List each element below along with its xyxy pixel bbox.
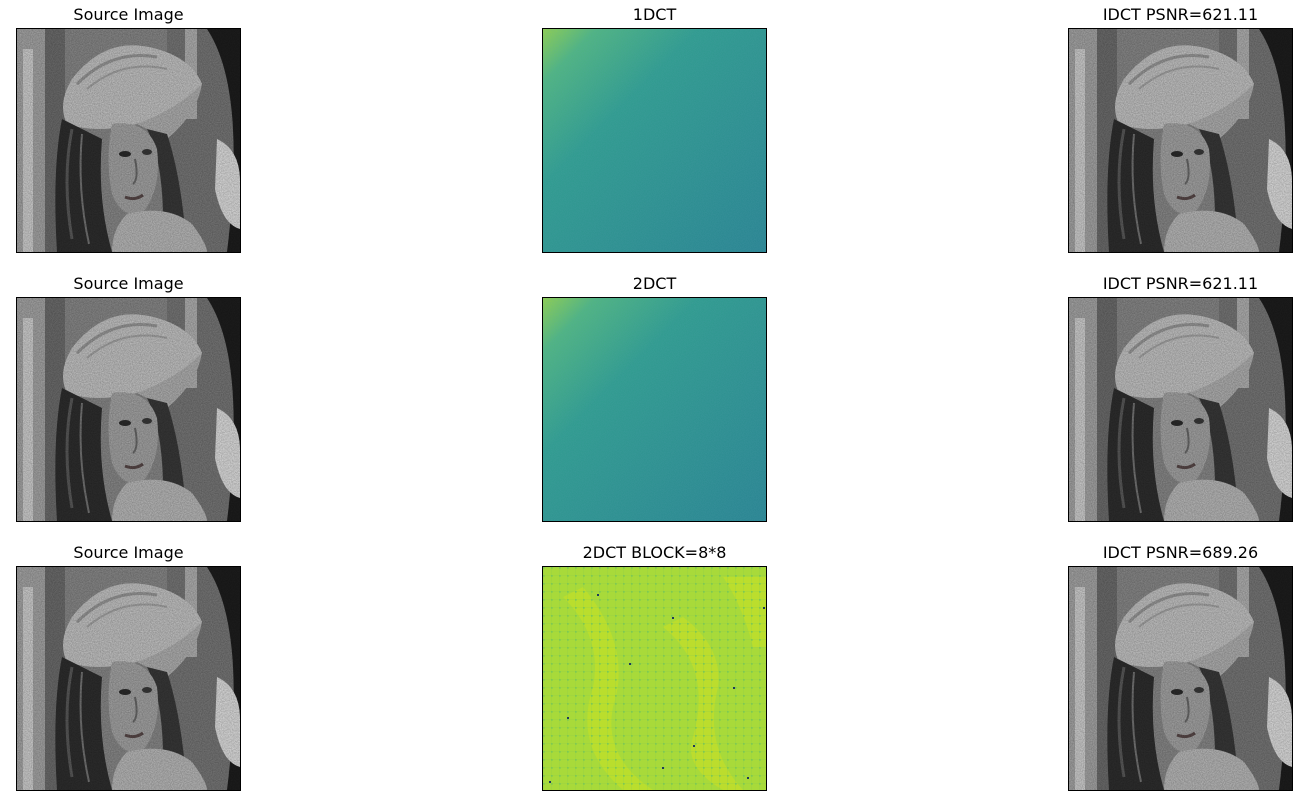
idct-title-1: IDCT PSNR=621.11	[1102, 5, 1259, 24]
source-image-3	[16, 566, 241, 791]
source-image-2	[16, 297, 241, 522]
idct-title-2: IDCT PSNR=621.11	[1102, 274, 1259, 293]
idct-image-2	[1068, 297, 1293, 522]
dct-image-1	[542, 28, 767, 253]
source-image-1	[16, 28, 241, 253]
idct-image-3	[1068, 566, 1293, 791]
idct-title-3: IDCT PSNR=689.26	[1102, 543, 1259, 562]
source-image-title-1: Source Image	[73, 5, 184, 24]
dct-title-2: 2DCT	[632, 274, 677, 293]
source-image-title-2: Source Image	[73, 274, 184, 293]
dct-block-image	[542, 566, 767, 791]
idct-image-1	[1068, 28, 1293, 253]
dct-image-2	[542, 297, 767, 522]
dct-title-1: 1DCT	[632, 5, 677, 24]
source-image-title-3: Source Image	[73, 543, 184, 562]
dct-title-3: 2DCT BLOCK=8*8	[582, 543, 727, 562]
